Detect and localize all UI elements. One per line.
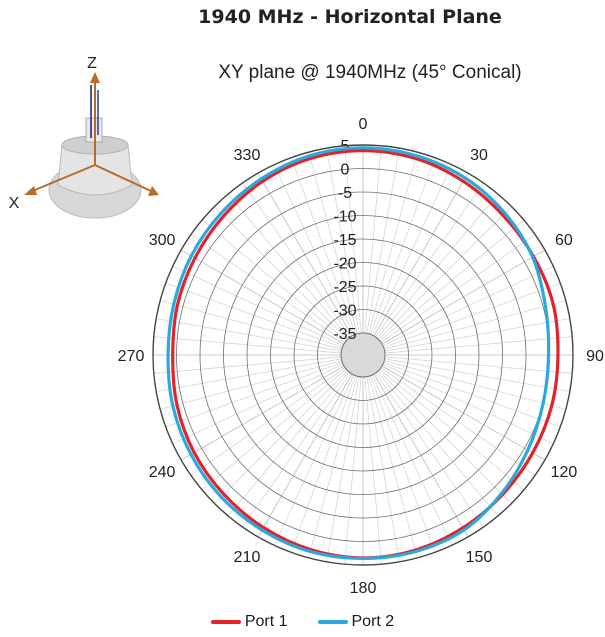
radial-tick-label: -35 — [333, 326, 356, 343]
angle-tick-label: 180 — [350, 580, 377, 597]
angle-tick-label: 210 — [234, 549, 261, 566]
legend-label-port-1: Port 1 — [244, 613, 288, 630]
radial-tick-label: -15 — [333, 232, 356, 249]
legend-swatch-port-1 — [210, 620, 241, 624]
grid-ring — [317, 309, 409, 401]
legend-swatch-port-2 — [317, 620, 348, 624]
radial-tick-label: -10 — [333, 209, 356, 226]
grid-ring — [199, 191, 527, 519]
legend-item-port-1: Port 1 — [210, 613, 288, 631]
grid-ring — [293, 285, 433, 425]
angle-tick-label: 150 — [466, 549, 493, 566]
angle-tick-label: 330 — [234, 147, 261, 164]
radial-tick-label: 5 — [341, 138, 350, 155]
angle-tick-label: 30 — [470, 147, 488, 164]
radial-tick-label: 0 — [341, 162, 350, 179]
angle-tick-label: 120 — [551, 464, 578, 481]
angle-tick-labels: 0 30 60 90 120 150 180 210 240 270 300 330 — [118, 116, 604, 597]
grid-ring — [246, 238, 480, 472]
legend-item-port-2: Port 2 — [317, 613, 395, 631]
radial-tick-label: -5 — [338, 185, 352, 202]
series-lines — [166, 146, 560, 561]
angle-tick-label: 90 — [586, 348, 604, 365]
angle-tick-label: 60 — [555, 232, 573, 249]
page-title: 1940 MHz - Horizontal Plane — [198, 6, 502, 28]
angle-tick-label: 270 — [118, 348, 145, 365]
angle-tick-label: 300 — [149, 232, 176, 249]
angle-tick-label: 240 — [149, 464, 176, 481]
grid-ring — [223, 215, 503, 495]
polar-grid — [152, 144, 574, 566]
series-line-port-2 — [166, 146, 551, 561]
radial-tick-labels: 5 0 -5 -10 -15 -20 -25 -30 -35 — [333, 138, 356, 343]
chart-title: XY plane @ 1940MHz (45° Conical) — [218, 62, 522, 83]
z-axis-label: Z — [87, 55, 97, 72]
radial-tick-label: -30 — [333, 303, 356, 320]
radial-tick-label: -20 — [333, 256, 356, 273]
grid-ring — [340, 332, 386, 378]
legend: Port 1 Port 2 — [0, 613, 605, 631]
antenna-axis-illustration: Z X — [9, 55, 159, 219]
legend-label-port-2: Port 2 — [351, 613, 395, 630]
radial-tick-label: -25 — [333, 279, 356, 296]
x-axis-label: X — [9, 195, 20, 212]
angle-tick-label: 0 — [359, 116, 368, 133]
grid-ring — [270, 262, 456, 448]
outer-ring — [152, 144, 574, 566]
